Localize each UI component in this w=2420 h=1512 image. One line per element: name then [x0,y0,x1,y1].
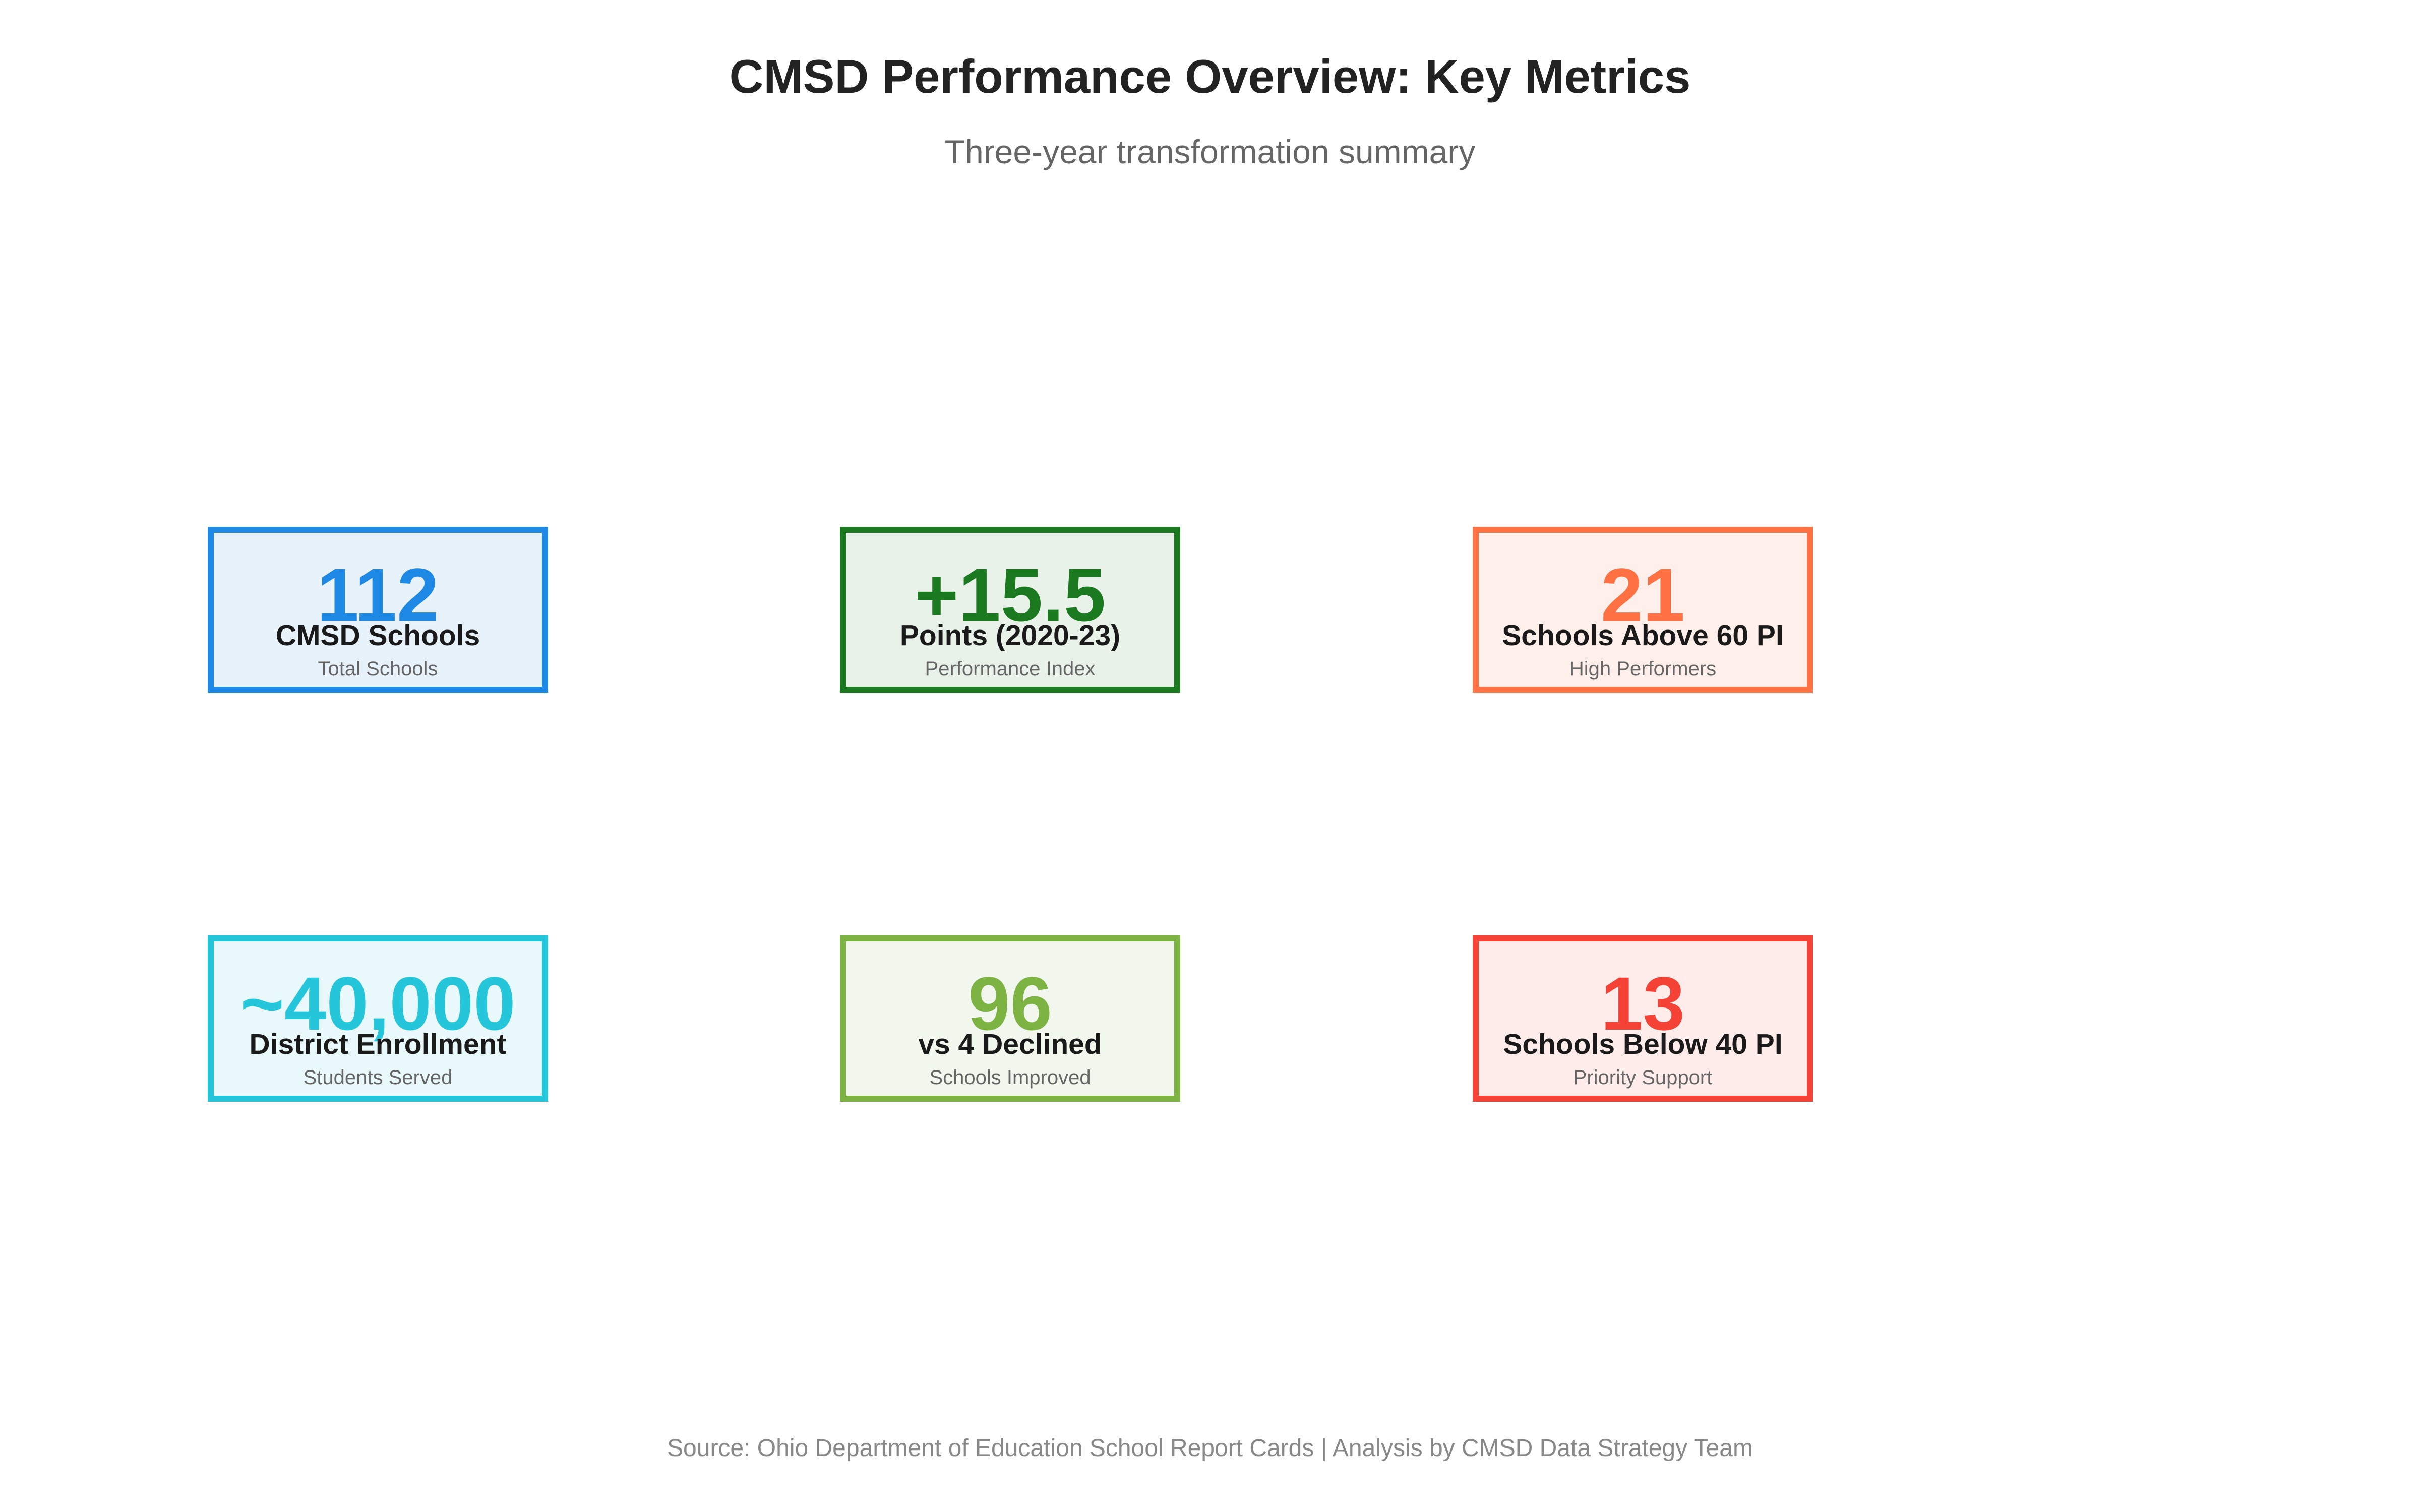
metric-sublabel: Schools Improved [929,1066,1091,1089]
metric-sublabel: Priority Support [1573,1066,1713,1089]
metric-sublabel: Total Schools [318,658,438,680]
metric-value: ~40,000 [240,961,516,1046]
metric-value: +15.5 [914,552,1106,637]
metric-label: Points (2020-23) [899,619,1121,652]
metric-value: 112 [317,552,439,637]
page-title: CMSD Performance Overview: Key Metrics [729,50,1691,103]
metric-label: District Enrollment [249,1028,507,1060]
metric-card-total-schools: 112 CMSD Schools Total Schools [208,527,548,693]
metric-card-high-performers: 21 Schools Above 60 PI High Performers [1473,527,1813,693]
metric-card-priority-support: 13 Schools Below 40 PI Priority Support [1473,935,1813,1102]
metric-value: 13 [1601,961,1685,1046]
page-subtitle: Three-year transformation summary [944,133,1476,170]
metric-sublabel: High Performers [1569,658,1717,680]
metric-label: Schools Below 40 PI [1503,1028,1783,1060]
source-footnote: Source: Ohio Department of Education Sch… [667,1435,1753,1462]
metric-label: CMSD Schools [275,619,480,652]
metric-value: 96 [968,961,1052,1046]
metric-sublabel: Students Served [303,1066,453,1089]
metric-value: 21 [1601,552,1685,637]
metric-label: vs 4 Declined [918,1028,1102,1060]
metric-card-enrollment: ~40,000 District Enrollment Students Ser… [208,935,548,1102]
metric-sublabel: Performance Index [925,658,1096,680]
metric-card-performance-index: +15.5 Points (2020-23) Performance Index [840,527,1180,693]
metric-label: Schools Above 60 PI [1502,619,1784,652]
metric-card-schools-improved: 96 vs 4 Declined Schools Improved [840,935,1180,1102]
